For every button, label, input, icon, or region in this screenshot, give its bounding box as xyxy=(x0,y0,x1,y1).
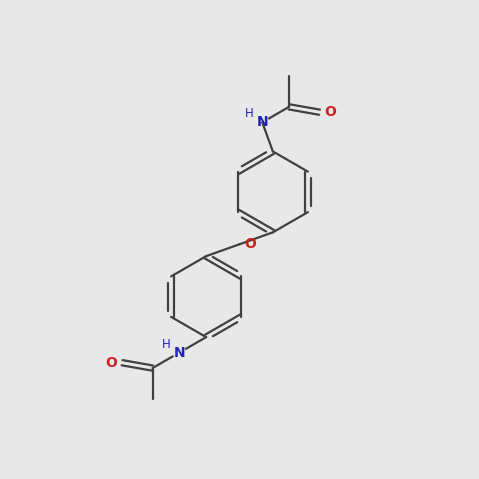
Text: N: N xyxy=(256,115,268,129)
Text: H: H xyxy=(161,338,171,351)
Text: O: O xyxy=(324,105,336,119)
Text: O: O xyxy=(244,237,256,251)
Text: N: N xyxy=(173,346,185,360)
Text: O: O xyxy=(106,356,117,370)
Text: H: H xyxy=(245,107,253,120)
